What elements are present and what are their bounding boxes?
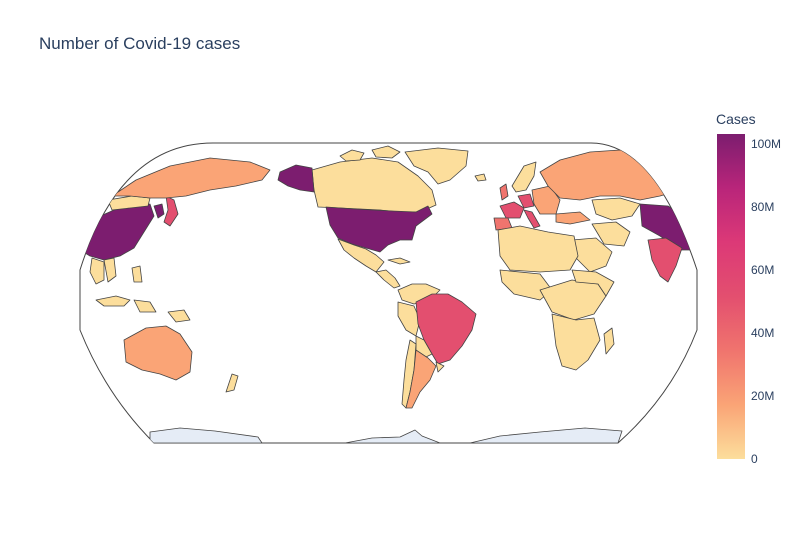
country-thailand[interactable] xyxy=(89,257,105,285)
colorbar xyxy=(717,134,745,459)
colorbar-tick: 100M xyxy=(751,137,782,151)
country-japan[interactable] xyxy=(163,195,179,227)
country-canada-islands[interactable] xyxy=(339,149,365,162)
colorbar-tick: 20M xyxy=(751,389,775,403)
country-australia[interactable] xyxy=(123,325,193,381)
country-canada-islands-2[interactable] xyxy=(371,145,401,159)
country-scandinavia[interactable] xyxy=(511,161,537,193)
country-india[interactable] xyxy=(647,237,683,283)
country-png[interactable] xyxy=(167,309,191,323)
country-russia-east[interactable] xyxy=(111,157,271,199)
country-korea[interactable] xyxy=(153,203,165,219)
country-iceland[interactable] xyxy=(474,173,487,182)
country-antarctica-2[interactable] xyxy=(344,429,441,443)
country-west-africa[interactable] xyxy=(499,269,553,301)
colorbar-tick: 0 xyxy=(751,452,758,466)
country-new-zealand[interactable] xyxy=(225,373,239,393)
country-indonesia-2[interactable] xyxy=(133,299,157,313)
country-madagascar[interactable] xyxy=(603,327,615,355)
country-france[interactable] xyxy=(499,201,525,219)
country-uruguay[interactable] xyxy=(435,361,445,373)
colorbar-title: Cases xyxy=(716,111,756,127)
country-argentina[interactable] xyxy=(405,349,437,409)
chart-title: Number of Covid-19 cases xyxy=(39,34,241,53)
colorbar-tick: 40M xyxy=(751,326,775,340)
country-turkey[interactable] xyxy=(555,211,591,225)
country-indonesia[interactable] xyxy=(95,295,131,307)
country-mexico[interactable] xyxy=(337,238,385,273)
country-italy[interactable] xyxy=(523,209,541,229)
country-north-africa[interactable] xyxy=(497,225,579,273)
country-germany[interactable] xyxy=(517,193,535,209)
country-antarctica[interactable] xyxy=(149,427,263,443)
country-uk[interactable] xyxy=(499,183,509,201)
country-east-africa[interactable] xyxy=(571,269,615,297)
country-central-america[interactable] xyxy=(375,269,401,289)
country-usa-alaska[interactable] xyxy=(277,164,315,193)
country-usa[interactable] xyxy=(325,205,433,253)
country-philippines[interactable] xyxy=(131,265,143,283)
colorbar-tick: 80M xyxy=(751,200,775,214)
country-vietnam[interactable] xyxy=(103,257,117,283)
colorbar-tick: 60M xyxy=(751,263,775,277)
country-southern-africa[interactable] xyxy=(551,313,601,371)
country-cuba[interactable] xyxy=(387,257,411,265)
country-kazakhstan[interactable] xyxy=(591,197,641,221)
country-iran[interactable] xyxy=(591,221,631,247)
country-greenland[interactable] xyxy=(404,147,469,185)
country-antarctica-3[interactable] xyxy=(469,427,623,443)
